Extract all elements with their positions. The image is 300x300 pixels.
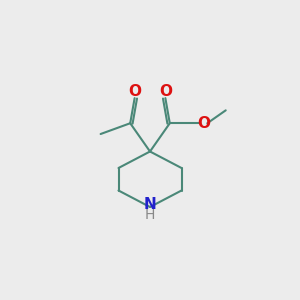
Text: N: N	[144, 197, 156, 212]
Text: O: O	[197, 116, 210, 131]
Text: O: O	[128, 84, 141, 99]
Text: O: O	[159, 84, 172, 99]
Text: H: H	[145, 208, 155, 222]
